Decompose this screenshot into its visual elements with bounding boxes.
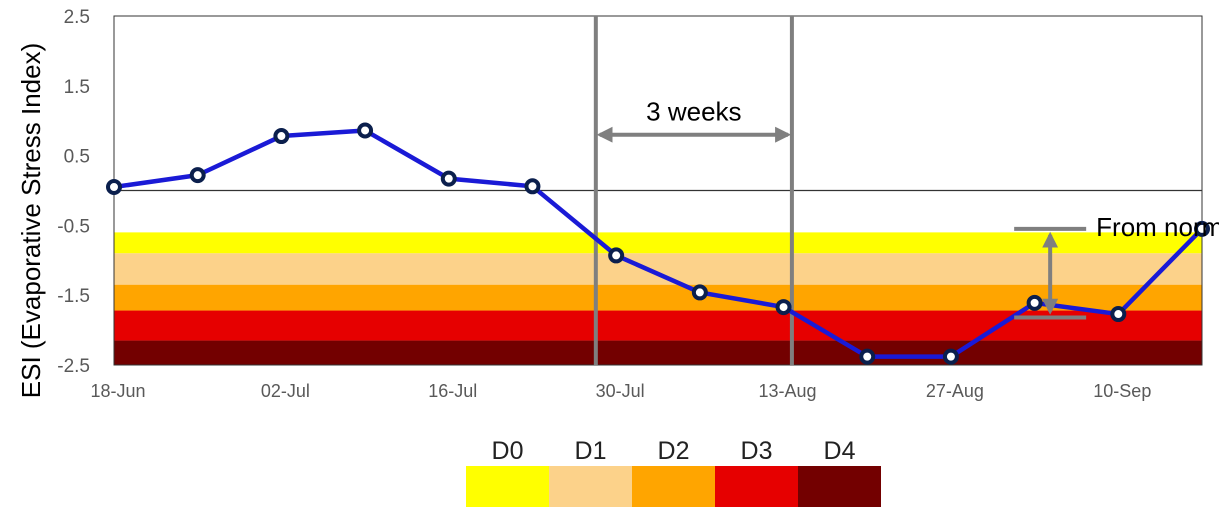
x-tick-label: 30-Jul bbox=[596, 381, 645, 401]
legend-swatches bbox=[466, 466, 881, 507]
band-d0 bbox=[114, 232, 1202, 254]
esi-point bbox=[1026, 294, 1043, 311]
esi-point bbox=[859, 348, 876, 365]
band-d1 bbox=[114, 253, 1202, 285]
x-tick-label: 27-Aug bbox=[926, 381, 984, 401]
annotations: 3 weeks From normal to D3 bbox=[596, 97, 1219, 320]
legend-swatch-d1 bbox=[549, 466, 632, 507]
drought-legend: D0 D1 D2 D3 D4 bbox=[466, 436, 881, 507]
interval-label: 3 weeks bbox=[646, 97, 741, 127]
esi-point bbox=[608, 247, 625, 264]
interval-lines bbox=[593, 16, 794, 365]
esi-point bbox=[691, 284, 708, 301]
esi-point bbox=[440, 170, 457, 187]
esi-point bbox=[273, 128, 290, 145]
esi-point bbox=[1194, 220, 1210, 237]
change-label: From normal to D3 bbox=[1096, 212, 1219, 242]
legend-label-d0: D0 bbox=[491, 437, 524, 465]
band-d2 bbox=[114, 284, 1202, 311]
legend-swatch-d3 bbox=[715, 466, 798, 507]
y-axis-label: ESI (Evaporative Stress Index) bbox=[16, 43, 46, 398]
y-tick-label: -0.5 bbox=[57, 216, 90, 237]
y-axis-ticks: 2.5 1.5 0.5 -0.5 -1.5 -2.5 bbox=[57, 7, 90, 377]
legend-swatch-d2 bbox=[632, 466, 715, 507]
x-axis-ticks: 18-Jun 02-Jul 16-Jul 30-Jul 13-Aug 27-Aug 10-S… bbox=[90, 381, 1151, 401]
drought-bands bbox=[114, 232, 1202, 365]
x-tick-label: 10-Sep bbox=[1093, 381, 1151, 401]
y-tick-label: 1.5 bbox=[64, 77, 90, 98]
esi-point bbox=[1110, 306, 1127, 323]
legend-labels: D0 D1 D2 D3 D4 bbox=[466, 436, 881, 466]
legend-label-d4: D4 bbox=[823, 437, 856, 465]
y-tick-label: 2.5 bbox=[64, 7, 90, 28]
esi-point bbox=[775, 299, 792, 316]
legend-label-d1: D1 bbox=[574, 437, 607, 465]
esi-point bbox=[524, 178, 541, 195]
y-tick-label: 0.5 bbox=[64, 147, 90, 168]
esi-point bbox=[106, 179, 122, 196]
legend-swatch-d0 bbox=[466, 466, 549, 507]
esi-point bbox=[942, 348, 959, 365]
legend-label-d2: D2 bbox=[657, 437, 690, 465]
y-tick-label: -2.5 bbox=[57, 356, 90, 377]
band-d3 bbox=[114, 310, 1202, 341]
esi-point bbox=[357, 122, 374, 139]
legend-label-d3: D3 bbox=[740, 437, 773, 465]
esi-point bbox=[189, 167, 206, 184]
esi-series bbox=[106, 122, 1210, 365]
x-tick-label: 18-Jun bbox=[90, 381, 145, 401]
x-tick-label: 02-Jul bbox=[261, 381, 310, 401]
x-tick-label: 16-Jul bbox=[428, 381, 477, 401]
esi-chart: 2.5 1.5 0.5 -0.5 -1.5 -2.5 18-Jun 02-Jul 16-Jul… bbox=[16, 7, 1219, 401]
esi-line bbox=[113, 128, 1204, 359]
x-tick-label: 13-Aug bbox=[759, 381, 817, 401]
y-tick-label: -1.5 bbox=[57, 286, 90, 307]
band-d4 bbox=[114, 340, 1202, 365]
legend-swatch-d4 bbox=[798, 466, 881, 507]
